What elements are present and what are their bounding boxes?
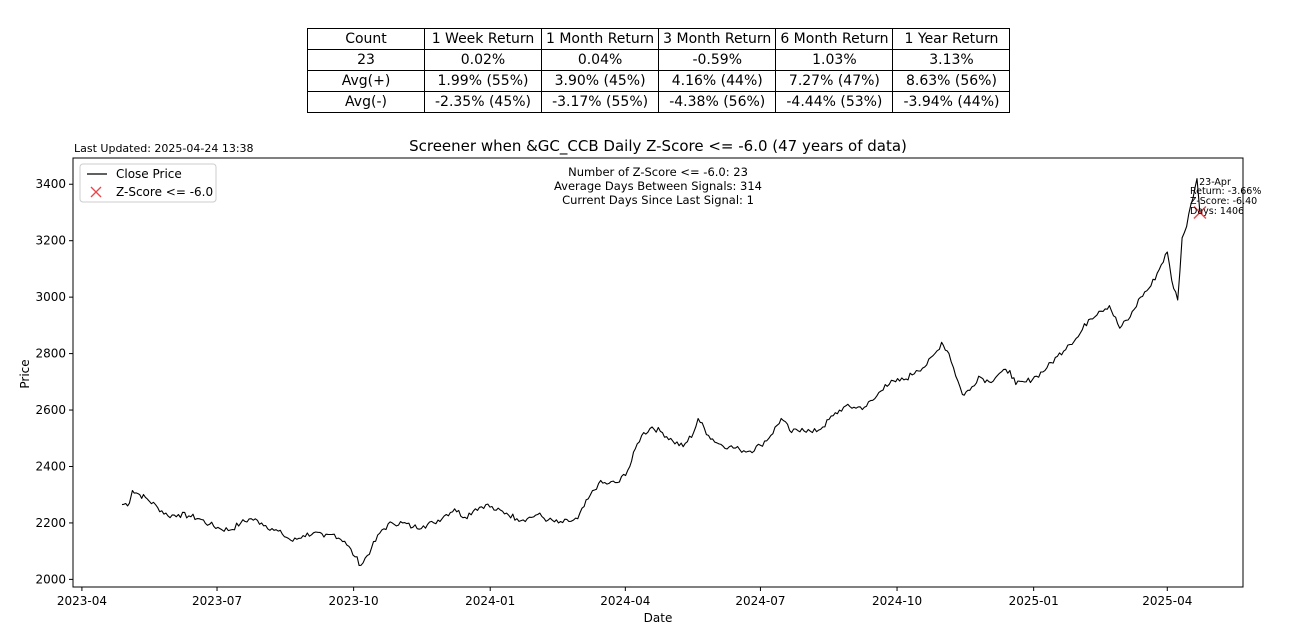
x-tick-label: 2023-10 [329,594,379,608]
x-tick-label: 2025-04 [1142,594,1192,608]
x-tick-label: 2023-04 [57,594,107,608]
table-cell: -2.35% (45%) [424,91,542,113]
y-tick-label: 2600 [35,403,66,417]
table-cell: -3.94% (44%) [892,91,1011,113]
y-tick-label: 2000 [35,572,66,586]
legend-label-zscore: Z-Score <= -6.0 [116,185,213,199]
x-tick-label: 2024-07 [735,594,785,608]
y-tick-label: 3000 [35,290,66,304]
x-tick-label: 2024-01 [465,594,515,608]
y-tick-label: 2800 [35,347,66,361]
table-header-cell: 6 Month Return [775,28,894,50]
table-cell: 4.16% (44%) [658,70,777,92]
table-cell: Avg(+) [307,70,425,92]
y-tick-label: 2400 [35,459,66,473]
info-line-average: Average Days Between Signals: 314 [554,179,762,193]
plot-frame [72,157,1244,588]
last-updated: Last Updated: 2025-04-24 13:38 [74,142,254,155]
table-cell: -3.17% (55%) [540,91,660,113]
x-axis-label: Date [644,611,673,625]
returns-table: Count 1 Week Return 1 Month Return 3 Month … [307,28,1011,113]
signal-date: 23-Apr [1199,177,1231,188]
signal-annotation: 23-Apr Return: -3.66% Z-Score: -6.40 Day… [1190,177,1261,217]
table-header-row: Count 1 Week Return 1 Month Return 3 Month … [307,28,1011,50]
table-header-cell: 1 Year Return [892,28,1011,50]
x-tick-label: 2023-07 [192,594,242,608]
table-cell: 7.27% (47%) [775,70,894,92]
table-cell: 8.63% (56%) [892,70,1011,92]
signal-return: Return: -3.66% [1190,186,1261,197]
legend-box [79,163,217,203]
table-cell: -0.59% [658,49,777,71]
chart-title: Screener when &GC_CCB Daily Z-Score <= -… [409,137,907,156]
y-tick-label: 2200 [35,516,66,530]
table-cell: 3.90% (45%) [540,70,660,92]
table-row: Avg(-) -2.35% (45%) -3.17% (55%) -4.38% (56… [307,91,1011,113]
info-line-current: Current Days Since Last Signal: 1 [562,193,754,207]
y-tick-label: 3400 [35,177,66,191]
info-box: Number of Z-Score <= -6.0: 23 Average Da… [554,165,762,207]
x-tick-label: 2025-01 [1009,594,1059,608]
table-cell: Avg(-) [307,91,425,113]
y-tick-label: 3200 [35,234,66,248]
x-tick-label: 2024-10 [872,594,922,608]
x-tick-label: 2024-04 [600,594,650,608]
table-cell: -4.38% (56%) [658,91,777,113]
table-cell: -4.44% (53%) [775,91,894,113]
y-axis-label: Price [18,359,32,388]
info-line-count: Number of Z-Score <= -6.0: 23 [568,165,748,179]
signal-zscore: Z-Score: -6.40 [1190,196,1257,207]
close-price-line [121,178,1201,567]
legend-marker-swatch [90,186,102,198]
table-row: Avg(+) 1.99% (55%) 3.90% (45%) 4.16% (44%) 7… [307,70,1011,92]
table-cell: 1.99% (55%) [424,70,542,92]
legend-label-close-price: Close Price [116,167,182,181]
legend: Close Price Z-Score <= -6.0 [79,163,217,203]
zscore-signal-marker [1193,205,1207,219]
signal-days: Days: 1406 [1190,206,1244,217]
